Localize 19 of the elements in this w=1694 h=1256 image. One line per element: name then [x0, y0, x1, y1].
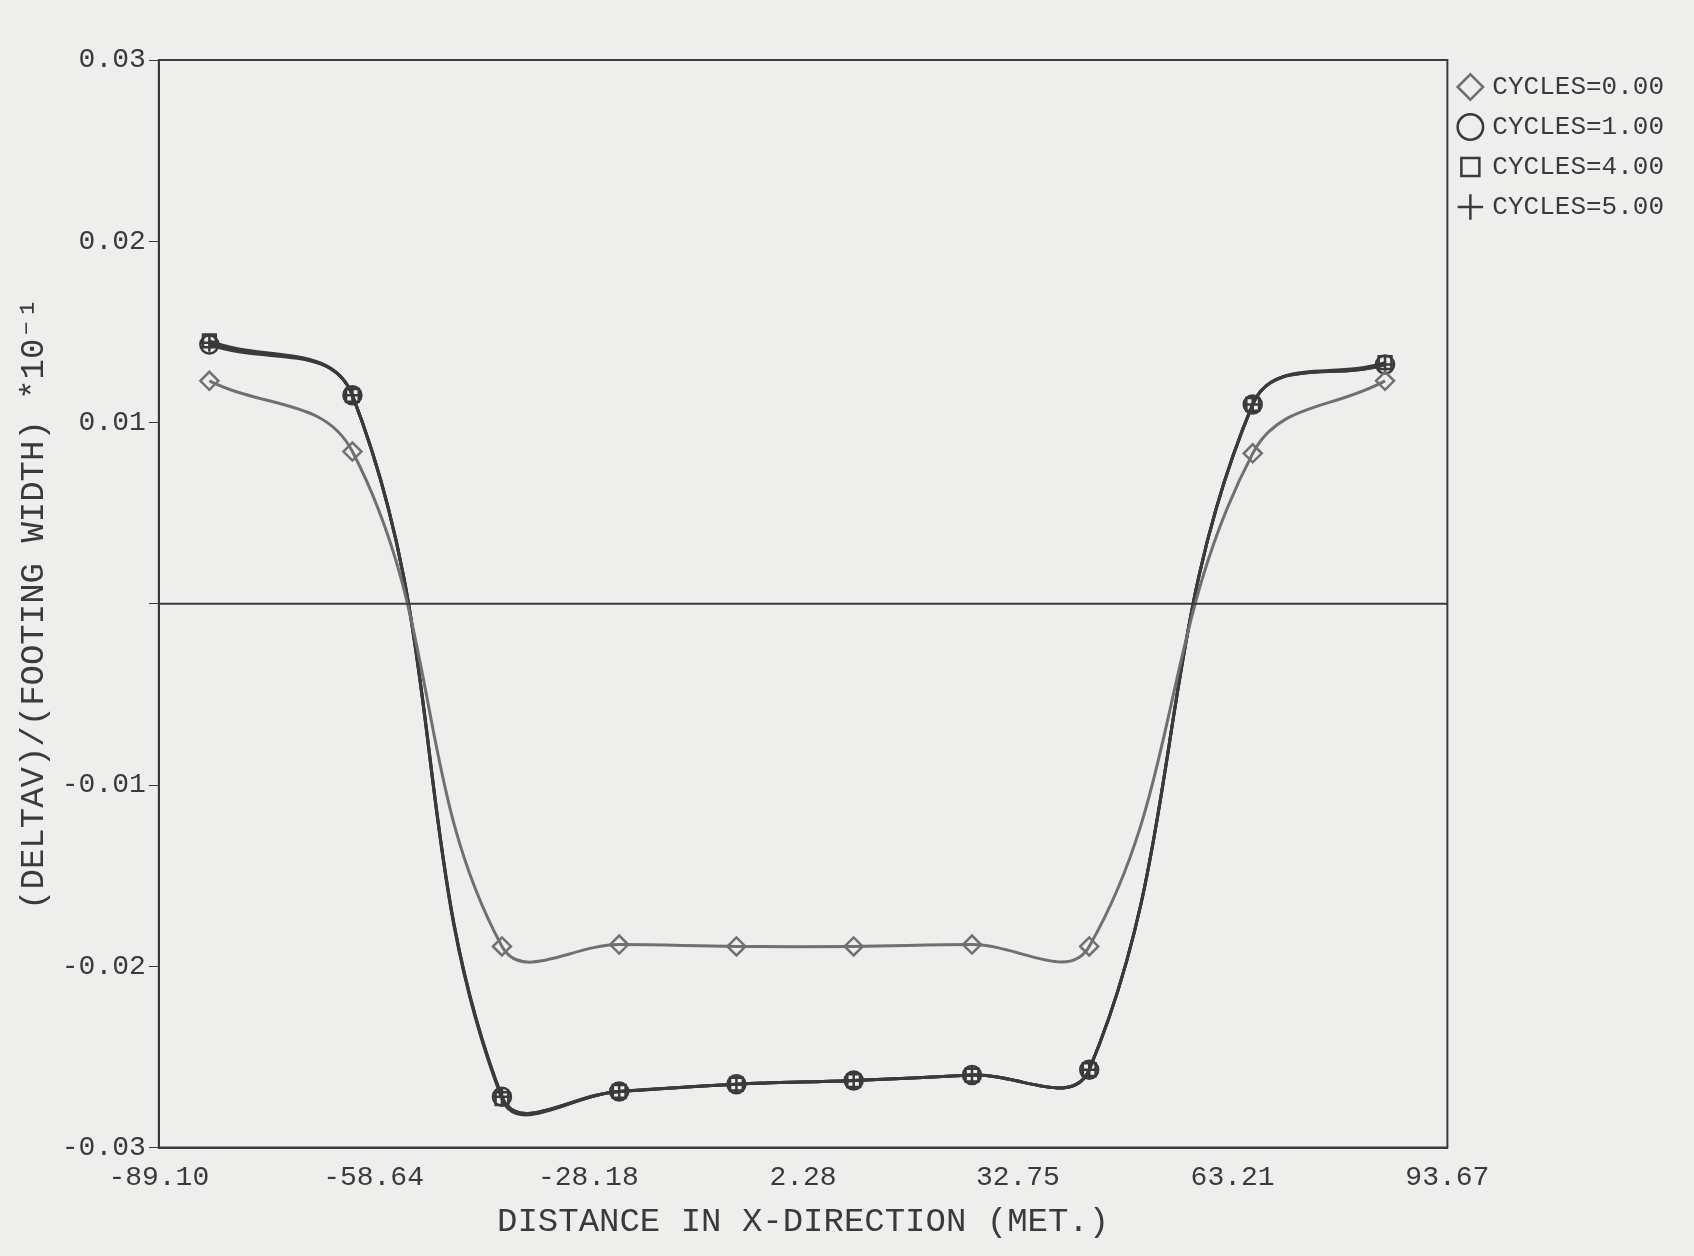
legend-label: CYCLES=0.00	[1492, 71, 1665, 102]
y-axis-title: (DELTAV)/(FOOTING WIDTH) *10⁻¹	[15, 297, 54, 910]
y-tick-label: 0.01	[78, 406, 146, 438]
legend-label: CYCLES=5.00	[1492, 191, 1665, 222]
x-tick-label: -28.18	[537, 1161, 639, 1193]
legend-label: CYCLES=4.00	[1492, 151, 1665, 182]
x-tick-label: 63.21	[1190, 1161, 1275, 1193]
x-tick-label: 2.28	[769, 1161, 837, 1193]
y-tick-label: 0.02	[78, 225, 146, 257]
x-axis-title: DISTANCE IN X-DIRECTION (MET.)	[497, 1202, 1110, 1241]
x-tick-label: 93.67	[1405, 1161, 1490, 1193]
y-tick-label: -0.03	[61, 1132, 146, 1164]
x-tick-label: -89.10	[108, 1161, 210, 1193]
x-tick-label: -58.64	[323, 1161, 424, 1193]
y-tick-label: -0.01	[61, 769, 146, 801]
x-tick-label: 32.75	[975, 1161, 1060, 1193]
y-tick-label: -0.02	[61, 950, 146, 982]
y-tick-label: 0.03	[78, 44, 146, 76]
legend-label: CYCLES=1.00	[1492, 111, 1665, 142]
